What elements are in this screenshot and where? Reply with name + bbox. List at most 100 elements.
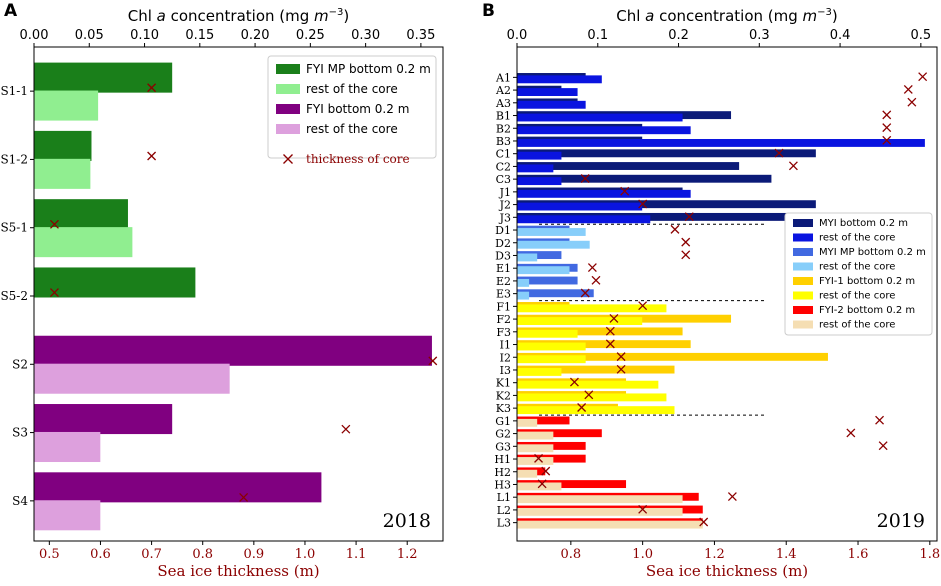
y-tick-label-h2: H2 [494, 466, 511, 479]
legend-label-2: MYI MP bottom 0.2 m [819, 247, 926, 258]
bar-g1-rest-of-core [517, 418, 538, 427]
top-tick-label-4: 0.20 [241, 28, 270, 43]
bar-j3-bottom-0-2m [517, 212, 792, 221]
thickness-marker-h2-stroke-b [541, 466, 551, 476]
thickness-marker-s4-stroke-b [239, 492, 249, 502]
bar-e3-rest-of-core [517, 291, 530, 300]
top-tick-label-0: 0.0 [507, 28, 528, 43]
legend-label-1: rest of the core [306, 82, 398, 96]
thickness-marker-a1-stroke-b [918, 72, 928, 82]
plot-frame-a [33, 46, 444, 542]
y-tick-label-s3: S3 [12, 426, 28, 440]
bar-f3-bottom-0-2m [517, 327, 683, 336]
thickness-marker-b1-stroke-b [882, 110, 892, 120]
thickness-marker-h1 [534, 453, 543, 463]
y-tick-label-j2: J2 [499, 199, 511, 212]
bar-s1-1-bottom-0-2m [34, 62, 173, 93]
thickness-marker-d1-stroke-b [670, 224, 680, 234]
thickness-marker-g3 [878, 441, 888, 451]
thickness-marker-e1-stroke-b [587, 263, 597, 273]
legend-label-3: rest of the core [306, 122, 398, 136]
top-tick-label-1: 0.05 [75, 28, 104, 43]
thickness-marker-g1-stroke-b [875, 415, 885, 425]
legend-swatch-rest-of-the-core-1 [276, 84, 300, 94]
bar-s3-bottom-0-2m [34, 404, 173, 435]
y-tick-label-b3: B3 [496, 135, 511, 148]
top-tick-label-5: 0.5 [911, 28, 932, 43]
y-tick-label-f1: F1 [496, 300, 511, 313]
thickness-marker-d1 [670, 224, 680, 234]
bar-e3-bottom-0-2m [517, 289, 594, 298]
bottom-axis-title-b: Sea ice thickness (m) [646, 562, 808, 580]
bar-j1-rest-of-core [517, 189, 691, 198]
legend-label-0: FYI MP bottom 0.2 m [306, 62, 431, 76]
top-tick-label-1: 0.1 [587, 28, 608, 43]
thickness-marker-s1-1-stroke-b [147, 83, 157, 93]
top-axis-b: 0.0 0.1 0.2 0.3 0.4 0.5 [507, 28, 932, 47]
y-tick-label-s5-2: S5-2 [0, 289, 28, 303]
legend-a: FYI MP bottom 0.2 m rest of the core FYI b… [267, 55, 437, 166]
thickness-marker-l2 [638, 504, 648, 514]
bar-j2-bottom-0-2m [517, 200, 816, 209]
bar-c3-bottom-0-2m [517, 174, 772, 183]
legend-label-3: rest of the core [819, 262, 895, 273]
y-axis-b: A1A2A3B1B2B3C1C2C3J1J2J3D1D2D3E1E2E3F1F2… [494, 71, 517, 530]
thickness-marker-s2-stroke-b [428, 356, 438, 366]
bar-l1-rest-of-core [517, 495, 683, 504]
thickness-marker-k1-stroke-b [569, 377, 579, 387]
bottom-axis-a: 0.5 0.6 0.7 0.8 0.9 1.0 1.1 1.2 [39, 541, 418, 562]
bottom-tick-label-0: 0.5 [39, 547, 60, 562]
thickness-markers-b [534, 72, 928, 527]
thickness-marker-s4 [239, 492, 249, 502]
thickness-marker-a2-stroke-b [903, 84, 913, 94]
panel-letter-b: B [482, 1, 495, 21]
year-label-b: 2019 [877, 510, 925, 532]
bar-c2-bottom-0-2m [517, 162, 740, 170]
y-tick-label-c1: C1 [496, 148, 511, 161]
y-tick-label-e1: E1 [496, 262, 511, 275]
top-tick-label-5: 0.25 [296, 28, 325, 43]
bar-g1-bottom-0-2m [517, 416, 570, 425]
y-tick-label-e3: E3 [496, 288, 511, 301]
bar-c3-rest-of-core [517, 177, 562, 186]
y-tick-label-f2: F2 [496, 313, 511, 326]
y-tick-label-k1: K1 [496, 377, 511, 390]
bar-e2-rest-of-core [517, 278, 530, 287]
thickness-marker-d3-stroke-b [681, 250, 691, 260]
bar-g2-rest-of-core [517, 431, 554, 440]
bottom-tick-label-3: 1.4 [776, 547, 797, 562]
year-label-a: 2018 [383, 510, 431, 532]
thickness-marker-e2 [591, 275, 601, 285]
legend-swatch-rest-of-the-core-3 [793, 262, 813, 271]
bottom-tick-label-6: 1.1 [346, 547, 367, 562]
thickness-marker-b3-stroke-b [882, 135, 892, 145]
thickness-marker-h3 [537, 479, 547, 489]
bar-j3-rest-of-core [517, 215, 651, 224]
bottom-axis-b: 0.8 1.0 1.2 1.4 1.6 1.8 [561, 541, 940, 562]
thickness-marker-s5-2 [49, 288, 59, 298]
legend-swatch-fyi-2-bottom-0-2-m-6 [793, 306, 813, 314]
panel-b: B 0.0 0.1 0.2 0.3 0.4 0.5 Chl a concentration (… [482, 1, 940, 580]
thickness-marker-i3 [616, 364, 626, 374]
y-tick-label-e2: E2 [496, 275, 511, 288]
bar-f3-rest-of-core [517, 329, 578, 338]
bottom-tick-label-2: 0.7 [141, 547, 162, 562]
legend-swatch-myi-mp-bottom-0-2-m-2 [793, 248, 813, 256]
bar-d1-rest-of-core [517, 228, 586, 236]
legend-label-thickness-of-core: thickness of core [306, 152, 410, 166]
y-tick-label-g1: G1 [495, 415, 511, 428]
legend-swatch-fyi-1-bottom-0-2-m-4 [793, 277, 813, 285]
thickness-marker-h2 [541, 466, 551, 476]
bar-d3-rest-of-core [517, 253, 538, 262]
bar-s5-1-bottom-0-2m [34, 199, 128, 230]
bars-a [34, 62, 432, 531]
top-tick-label-3: 0.3 [749, 28, 770, 43]
legend-swatch-fyi-mp-bottom-0-2-m-0 [276, 64, 300, 74]
bar-h3-bottom-0-2m [517, 480, 627, 489]
thickness-marker-a1 [918, 72, 928, 82]
bar-s2-bottom-0-2m [34, 335, 432, 366]
y-tick-label-a3: A3 [495, 97, 511, 110]
thickness-marker-s1-2-stroke-b [147, 151, 157, 161]
bar-i3-bottom-0-2m [517, 365, 675, 374]
